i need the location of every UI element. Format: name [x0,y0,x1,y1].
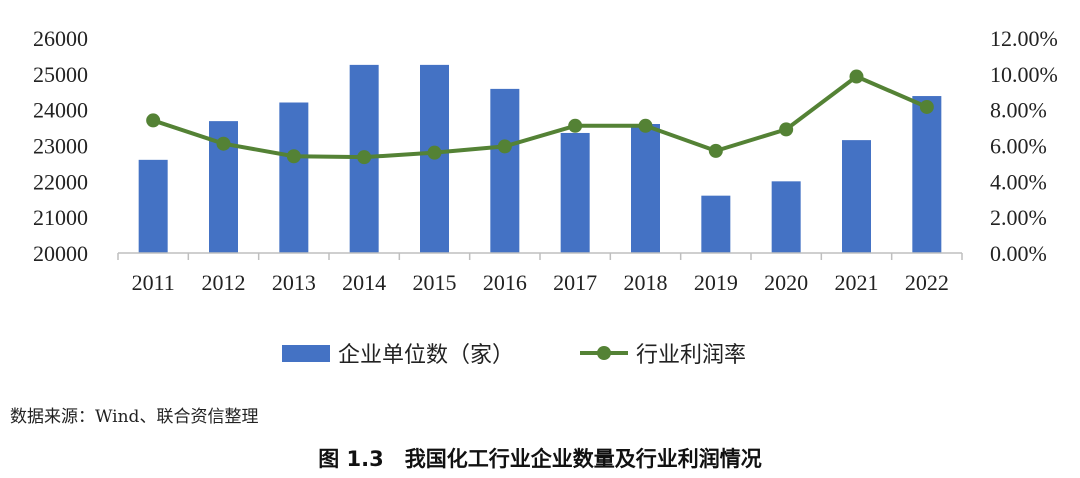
right-axis-tick-label: 6.00% [990,134,1047,159]
legend-line-marker [597,346,611,360]
x-tick-label: 2016 [483,270,527,295]
line-point-2022 [919,99,934,114]
right-axis-tick-label: 8.00% [990,98,1047,123]
right-axis-tick-label: 2.00% [990,205,1047,230]
bar-2017 [560,132,590,253]
x-tick-label: 2014 [342,270,386,295]
left-axis-tick-label: 22000 [33,169,88,194]
line-point-2016 [497,139,512,154]
line-point-2013 [286,149,301,164]
line-point-2019 [708,143,723,158]
line-point-2015 [427,145,442,160]
bar-2019 [701,195,731,253]
left-axis-tick-label: 26000 [33,26,88,51]
left-axis-tick-label: 21000 [33,205,88,230]
line-point-2017 [568,118,583,133]
line-series [146,69,934,165]
x-tick-label: 2017 [553,270,597,295]
bar-2022 [912,96,942,253]
left-axis-tick-label: 23000 [33,134,88,159]
left-axis-tick-label: 20000 [33,241,88,266]
x-tick-label: 2019 [694,270,738,295]
right-axis-tick-label: 10.00% [990,62,1058,87]
legend-line-label: 行业利润率 [636,343,746,368]
bar-2013 [279,102,309,253]
right-axis-tick-labels: 0.00% 2.00% 4.00% 6.00% 8.00% 10.00% 12.00% [990,26,1058,266]
line-point-2014 [357,150,372,165]
x-tick-label: 2013 [272,270,316,295]
x-tick-label: 2020 [764,270,808,295]
x-tick-label: 2018 [624,270,668,295]
left-axis-tick-label: 24000 [33,98,88,123]
left-axis-tick-labels: 20000 21000 22000 23000 24000 25000 26000 [33,26,88,266]
right-axis-tick-label: 12.00% [990,26,1058,51]
line-point-2018 [638,118,653,133]
bar-2018 [631,124,660,253]
x-tick-label: 2012 [202,270,246,295]
x-axis-ticks: 2011 2012 2013 2014 2015 2016 2017 2018 2019 2020… [117,253,963,295]
bar-series [138,64,942,253]
right-axis-tick-label: 0.00% [990,241,1047,266]
profit-line [152,74,928,160]
line-point-2021 [849,69,864,84]
bar-2011 [138,159,168,253]
legend-bar-label: 企业单位数（家） [338,343,514,368]
line-point-2011 [146,113,161,128]
line-point-2012 [216,136,231,151]
bar-2021 [842,140,871,253]
bar-2016 [490,88,520,253]
x-tick-label: 2021 [835,270,879,295]
chart: 2011 2012 2013 2014 2015 2016 2017 2018 2019 2020… [33,26,1058,368]
legend: 企业单位数（家） 行业利润率 [282,343,746,368]
legend-bar-swatch [282,345,330,362]
bar-2020 [771,181,801,253]
left-axis-tick-label: 25000 [33,62,88,87]
figure-caption: 图 1.3 我国化工行业企业数量及行业利润情况 [318,447,762,471]
x-tick-label: 2015 [413,270,457,295]
source-note: 数据来源：Wind、联合资信整理 [10,407,259,427]
x-tick-label: 2011 [132,270,175,295]
line-point-2020 [779,122,794,137]
right-axis-tick-label: 4.00% [990,169,1047,194]
x-tick-label: 2022 [905,270,949,295]
